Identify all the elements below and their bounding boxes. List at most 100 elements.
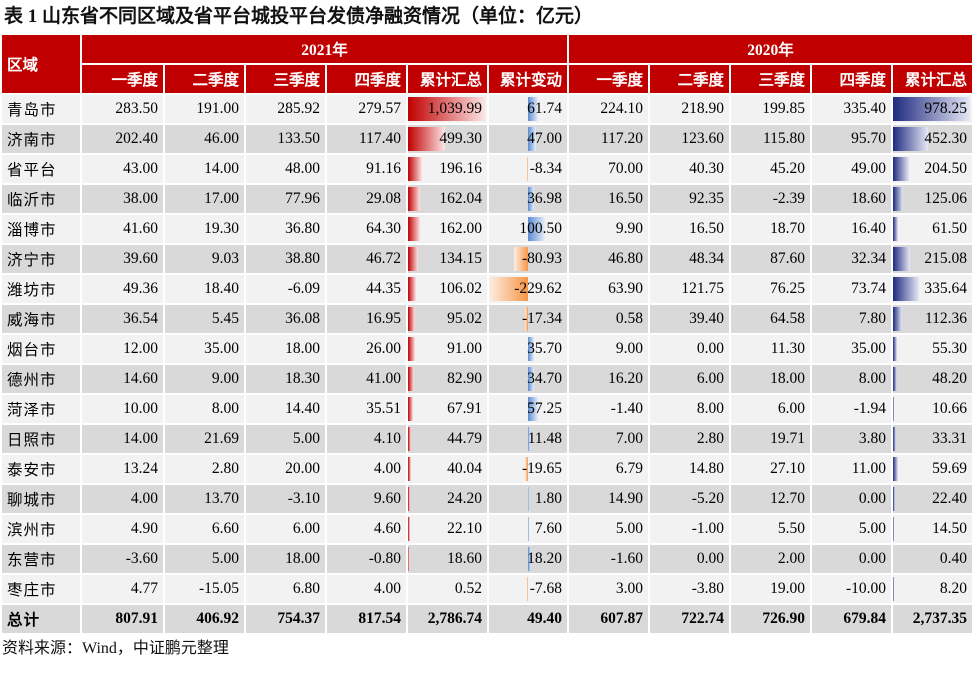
- value-text: -15.05: [198, 580, 239, 597]
- value-text: 0.00: [858, 550, 887, 567]
- value-cell: 117.40: [325, 123, 408, 155]
- value-text: 199.85: [762, 100, 806, 117]
- value-text: 19.00: [770, 580, 806, 597]
- value-text: 726.90: [762, 610, 806, 627]
- bar-change: [528, 97, 539, 121]
- value-text: 64.58: [770, 310, 806, 327]
- value-cell: 92.35: [648, 183, 732, 215]
- value-cell: 5.00: [567, 513, 651, 545]
- value-cell: -80.93: [486, 243, 570, 275]
- value-text: 19.30: [204, 220, 239, 237]
- value-text: 55.30: [932, 340, 968, 357]
- value-text: 406.92: [196, 610, 239, 627]
- value-text: 18.00: [770, 370, 806, 387]
- bar-change: [528, 127, 536, 151]
- region-name: 泰安市: [0, 453, 82, 485]
- region-name: 威海市: [0, 303, 82, 335]
- value-text: 18.40: [204, 280, 239, 297]
- value-cell: 16.20: [567, 363, 651, 395]
- value-text: 134.15: [439, 250, 482, 267]
- value-text: 7.80: [858, 310, 887, 327]
- value-cell: 49.40: [486, 603, 570, 635]
- value-text: 18.00: [285, 340, 320, 357]
- value-cell: 61.50: [891, 213, 974, 245]
- value-text: 6.79: [615, 460, 644, 477]
- value-cell: 6.00: [244, 513, 327, 545]
- value-text: 4.00: [373, 460, 401, 477]
- value-cell: -1.40: [567, 393, 651, 425]
- value-text: 499.30: [439, 130, 482, 147]
- value-text: 46.72: [366, 250, 401, 267]
- value-text: -10.00: [845, 580, 887, 597]
- value-text: 11.48: [527, 430, 563, 447]
- value-text: 44.79: [447, 430, 482, 447]
- value-cell: -5.20: [648, 483, 732, 515]
- region-name: 烟台市: [0, 333, 82, 365]
- value-cell: 199.85: [729, 93, 813, 125]
- value-cell: 12.70: [729, 483, 813, 515]
- value-cell: 10.66: [891, 393, 974, 425]
- value-text: 679.84: [843, 610, 887, 627]
- table-row: 济宁市 39.60 9.03 38.80 46.72 134.15 -80.93 46.80 4…: [0, 243, 974, 275]
- value-cell: 3.00: [567, 573, 651, 605]
- value-text: 47.00: [527, 130, 563, 147]
- value-cell: -10.00: [810, 573, 894, 605]
- value-cell: 2.00: [729, 543, 813, 575]
- value-text: 16.50: [608, 190, 644, 207]
- value-text: 36.98: [527, 190, 563, 207]
- value-cell: 19.30: [163, 213, 246, 245]
- value-text: 3.80: [858, 430, 887, 447]
- value-cell: 4.00: [325, 453, 408, 485]
- value-cell: 45.20: [729, 153, 813, 185]
- value-cell: 2,737.35: [891, 603, 974, 635]
- value-cell: -8.34: [486, 153, 570, 185]
- value-text: 14.80: [689, 460, 725, 477]
- value-cell: 6.00: [729, 393, 813, 425]
- value-text: 63.90: [608, 280, 644, 297]
- value-text: 39.40: [689, 310, 725, 327]
- table-row: 日照市 14.00 21.69 5.00 4.10 44.79 11.48 7.00 2.80 1…: [0, 423, 974, 455]
- region-name: 聊城市: [0, 483, 82, 515]
- value-text: 12.70: [770, 490, 806, 507]
- value-text: 13.70: [204, 490, 239, 507]
- value-cell: 978.25: [891, 93, 974, 125]
- value-text: 45.20: [770, 160, 806, 177]
- region-name: 德州市: [0, 363, 82, 395]
- bar-2020-total: [894, 337, 898, 361]
- value-text: 162.00: [439, 220, 482, 237]
- value-cell: 63.90: [567, 273, 651, 305]
- value-text: -5.20: [691, 490, 725, 507]
- bar-2021-total: [409, 487, 410, 511]
- value-cell: 285.92: [244, 93, 327, 125]
- value-cell: 8.00: [648, 393, 732, 425]
- value-cell: 43.00: [80, 153, 165, 185]
- value-text: 64.30: [366, 220, 401, 237]
- value-cell: 22.40: [891, 483, 974, 515]
- bar-2020-total: [894, 187, 903, 211]
- value-cell: 224.10: [567, 93, 651, 125]
- value-cell: 1.80: [486, 483, 570, 515]
- value-cell: 9.90: [567, 213, 651, 245]
- region-name: 济宁市: [0, 243, 82, 275]
- value-text: -80.93: [521, 250, 563, 267]
- value-text: 10.00: [123, 400, 158, 417]
- value-cell: 33.31: [891, 423, 974, 455]
- bar-2020-total: [894, 487, 895, 511]
- value-text: 14.00: [123, 430, 158, 447]
- value-text: 9.00: [211, 370, 239, 387]
- value-text: 18.70: [770, 220, 806, 237]
- region-name: 潍坊市: [0, 273, 82, 305]
- value-text: 73.74: [851, 280, 887, 297]
- value-text: 4.77: [130, 580, 158, 597]
- bar-2020-total: [894, 427, 896, 451]
- value-cell: 12.00: [80, 333, 165, 365]
- value-cell: 77.96: [244, 183, 327, 215]
- value-text: 18.20: [527, 550, 563, 567]
- value-cell: 21.69: [163, 423, 246, 455]
- value-text: 7.60: [534, 520, 563, 537]
- table-row: 聊城市 4.00 13.70 -3.10 9.60 24.20 1.80 14.90 -5.20…: [0, 483, 974, 515]
- value-cell: 40.30: [648, 153, 732, 185]
- bar-2021-total: [409, 97, 485, 121]
- value-text: 1.80: [534, 490, 563, 507]
- value-cell: 4.00: [325, 573, 408, 605]
